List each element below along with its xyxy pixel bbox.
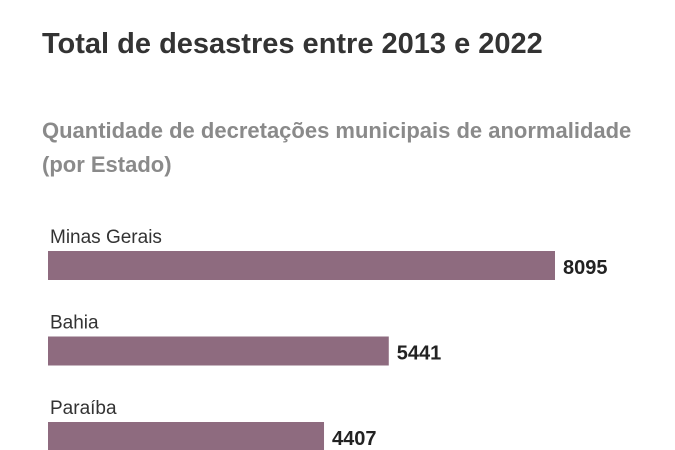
category-label: Bahia xyxy=(50,313,99,334)
bar xyxy=(48,422,325,450)
chart-subtitle: Quantidade de decretações municipais de … xyxy=(42,118,632,177)
chart-title: Total de desastres entre 2013 e 2022 xyxy=(42,28,543,60)
bar xyxy=(48,251,555,280)
data-label: 4407 xyxy=(332,428,377,450)
bar xyxy=(48,336,389,366)
category-label: Minas Gerais xyxy=(50,227,162,248)
data-label: 5441 xyxy=(397,343,442,365)
data-label: 8095 xyxy=(563,257,608,279)
category-label: Paraíba xyxy=(50,398,117,419)
